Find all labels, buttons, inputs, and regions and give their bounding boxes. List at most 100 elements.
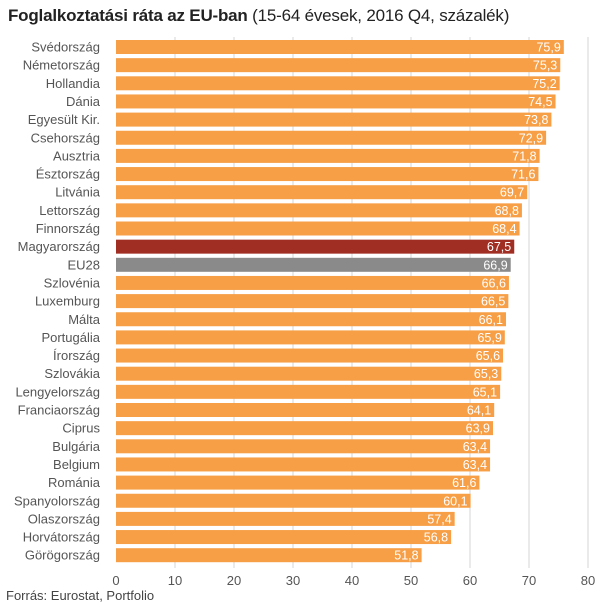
x-tick-label-40: 40 bbox=[345, 573, 359, 588]
value-label-esztorszag: 71,6 bbox=[511, 168, 535, 182]
chart-title-sub: (15-64 évesek, 2016 Q4, százalék) bbox=[247, 6, 510, 25]
bar-szlovakia bbox=[116, 366, 502, 381]
category-label-gorogorszag: Görögország bbox=[25, 548, 100, 563]
value-label-dania: 74,5 bbox=[528, 95, 552, 109]
value-label-bulgaria: 63,4 bbox=[463, 440, 487, 454]
bar-egyesult-kir bbox=[116, 112, 552, 127]
bar-luxemburg bbox=[116, 294, 509, 309]
category-label-szlovakia: Szlovákia bbox=[44, 366, 100, 381]
bar-spanyolorszag bbox=[116, 493, 471, 508]
category-label-egyesult-kir: Egyesült Kir. bbox=[28, 112, 100, 127]
bar-olaszorszag bbox=[116, 511, 455, 526]
value-label-litvania: 69,7 bbox=[500, 186, 524, 200]
value-label-luxemburg: 66,5 bbox=[481, 295, 505, 309]
value-label-belgium: 63,4 bbox=[463, 458, 487, 472]
bar-malta bbox=[116, 312, 506, 327]
value-label-egyesult-kir: 73,8 bbox=[524, 113, 548, 127]
x-tick-label-30: 30 bbox=[286, 573, 300, 588]
category-label-finnorszag: Finnország bbox=[36, 221, 100, 236]
bar-csehorszag bbox=[116, 130, 547, 145]
value-label-csehorszag: 72,9 bbox=[519, 131, 543, 145]
value-label-szlovenia: 66,6 bbox=[482, 276, 506, 290]
value-label-romania: 61,6 bbox=[452, 476, 476, 490]
value-label-nemetorszag: 75,3 bbox=[533, 59, 557, 73]
value-label-franciaorszag: 64,1 bbox=[467, 404, 491, 418]
bar-portugalia bbox=[116, 330, 505, 345]
value-label-hollandia: 75,2 bbox=[532, 77, 556, 91]
category-label-bulgaria: Bulgária bbox=[52, 439, 100, 454]
category-label-portugalia: Portugália bbox=[41, 330, 100, 345]
x-tick-label-0: 0 bbox=[112, 573, 119, 588]
category-label-svedorszag: Svédország bbox=[31, 40, 100, 55]
x-tick-label-50: 50 bbox=[404, 573, 418, 588]
category-label-belgium: Belgium bbox=[53, 457, 100, 472]
category-label-olaszorszag: Olaszország bbox=[28, 511, 100, 526]
value-labels: 75,9 75,3 75,2 74,5 73,8 72,9 71,8 71,6 69,7 68,8… bbox=[394, 41, 561, 563]
x-tick-labels: 0 10 20 30 40 50 60 70 80 bbox=[112, 573, 595, 588]
bar-gorogorszag bbox=[116, 548, 422, 563]
value-label-malta: 66,1 bbox=[479, 313, 503, 327]
category-label-litvania: Litvánia bbox=[55, 185, 101, 200]
value-label-szlovakia: 65,3 bbox=[474, 367, 498, 381]
x-tick-label-80: 80 bbox=[581, 573, 595, 588]
value-label-svedorszag: 75,9 bbox=[536, 41, 560, 55]
category-label-lettorszag: Lettország bbox=[39, 203, 100, 218]
category-label-ciprus: Ciprus bbox=[62, 421, 100, 436]
category-label-esztorszag: Észtország bbox=[36, 167, 100, 182]
bar-ausztria bbox=[116, 148, 540, 163]
value-label-lengyelorszag: 65,1 bbox=[473, 385, 497, 399]
x-tick-label-20: 20 bbox=[227, 573, 241, 588]
bar-szlovenia bbox=[116, 275, 509, 290]
category-label-irorszag: Írország bbox=[53, 348, 100, 363]
value-label-ausztria: 71,8 bbox=[512, 149, 536, 163]
value-label-gorogorszag: 51,8 bbox=[394, 549, 418, 563]
category-label-hollandia: Hollandia bbox=[46, 76, 101, 91]
category-label-romania: Románia bbox=[48, 475, 101, 490]
x-tick-label-70: 70 bbox=[522, 573, 536, 588]
bar-dania bbox=[116, 94, 556, 109]
category-labels: Svédország Németország Hollandia Dánia Egyes… bbox=[14, 40, 101, 563]
x-tick-label-10: 10 bbox=[168, 573, 182, 588]
value-label-olaszorszag: 57,4 bbox=[427, 512, 451, 526]
chart-title-main: Foglalkoztatási ráta az EU-ban bbox=[8, 6, 248, 25]
value-label-horvatorszag: 56,8 bbox=[424, 531, 448, 545]
bar-nemetorszag bbox=[116, 58, 561, 73]
category-label-franciaorszag: Franciaország bbox=[18, 403, 100, 418]
bar-eu28 bbox=[116, 257, 511, 272]
category-label-csehorszag: Csehország bbox=[31, 130, 100, 145]
bars bbox=[116, 40, 564, 563]
x-tick-label-60: 60 bbox=[463, 573, 477, 588]
chart-title: Foglalkoztatási ráta az EU-ban (15-64 év… bbox=[8, 6, 509, 26]
bar-horvatorszag bbox=[116, 530, 452, 545]
category-label-magyarorszag: Magyarország bbox=[18, 239, 100, 254]
bar-belgium bbox=[116, 457, 491, 472]
category-label-nemetorszag: Németország bbox=[23, 58, 100, 73]
value-label-spanyolorszag: 60,1 bbox=[443, 494, 467, 508]
value-label-lettorszag: 68,8 bbox=[495, 204, 519, 218]
value-label-portugalia: 65,9 bbox=[477, 331, 501, 345]
category-label-ausztria: Ausztria bbox=[53, 148, 101, 163]
bar-lengyelorszag bbox=[116, 384, 501, 399]
category-label-spanyolorszag: Spanyolország bbox=[14, 493, 100, 508]
bar-franciaorszag bbox=[116, 403, 495, 417]
value-label-finnorszag: 68,4 bbox=[492, 222, 516, 236]
value-label-eu28: 66,9 bbox=[483, 258, 507, 272]
category-label-eu28: EU28 bbox=[67, 257, 100, 272]
bar-svedorszag bbox=[116, 40, 564, 54]
category-label-luxemburg: Luxemburg bbox=[35, 294, 100, 309]
value-label-magyarorszag: 67,5 bbox=[487, 240, 511, 254]
bar-finnorszag bbox=[116, 221, 520, 236]
bar-esztorszag bbox=[116, 167, 539, 182]
value-label-irorszag: 65,6 bbox=[476, 349, 500, 363]
source-note: Forrás: Eurostat, Portfolio bbox=[6, 588, 155, 603]
bar-hollandia bbox=[116, 76, 560, 91]
bar-bulgaria bbox=[116, 439, 491, 454]
bar-romania bbox=[116, 475, 480, 490]
bar-ciprus bbox=[116, 421, 494, 436]
category-label-horvatorszag: Horvátország bbox=[23, 530, 100, 545]
bar-lettorszag bbox=[116, 203, 522, 218]
bar-magyarorszag bbox=[116, 239, 515, 254]
bar-litvania bbox=[116, 185, 528, 200]
value-label-ciprus: 63,9 bbox=[466, 422, 490, 436]
